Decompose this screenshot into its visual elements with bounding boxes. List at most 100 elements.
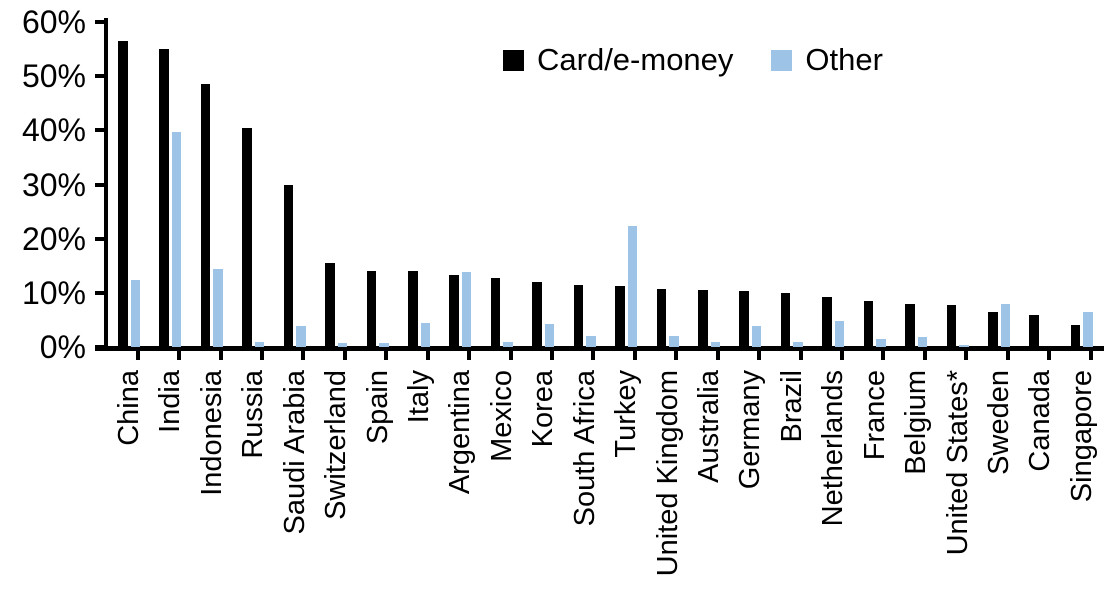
- y-tick-mark: [95, 345, 105, 349]
- x-tick-label: Turkey: [610, 370, 643, 458]
- x-tick-label: Belgium: [900, 370, 933, 475]
- x-tick-label: Indonesia: [195, 370, 228, 496]
- bar-other: [793, 341, 803, 347]
- y-tick-mark: [95, 236, 105, 241]
- bar-card: [325, 263, 335, 347]
- x-tick-label: Spain: [361, 370, 394, 445]
- bar-card: [822, 296, 832, 347]
- x-tick-label: United States*: [941, 370, 974, 556]
- x-tick-mark: [550, 351, 554, 360]
- x-tick-mark: [1005, 351, 1010, 360]
- x-tick-mark: [674, 351, 679, 360]
- bar-card: [573, 284, 584, 347]
- bar-card: [739, 290, 749, 347]
- x-tick-mark: [881, 351, 886, 360]
- bar-card: [946, 304, 957, 347]
- x-tick-mark: [301, 351, 306, 360]
- x-tick-mark: [218, 351, 223, 360]
- bar-other: [669, 336, 679, 347]
- bar-card: [200, 84, 211, 347]
- x-tick-mark: [177, 351, 182, 360]
- bar-card: [283, 184, 294, 347]
- x-tick-mark: [715, 351, 720, 360]
- x-tick-mark: [508, 351, 513, 360]
- legend-item-other: Other: [771, 44, 883, 76]
- x-tick-label: Germany: [734, 370, 767, 490]
- legend: Card/e-money Other: [503, 44, 883, 76]
- x-tick-label: Singapore: [1065, 370, 1098, 503]
- bar-card: [449, 274, 459, 347]
- x-tick-mark: [840, 351, 844, 360]
- y-tick-label: 40%: [21, 112, 86, 149]
- bar-other: [1083, 312, 1093, 347]
- y-tick-label: 30%: [21, 166, 86, 203]
- bar-other: [627, 225, 638, 347]
- bar-card: [863, 300, 874, 347]
- bar-other: [751, 325, 762, 347]
- x-tick-label: Mexico: [485, 370, 518, 462]
- bar-card: [615, 285, 625, 347]
- bar-card: [1070, 325, 1081, 347]
- bar-other: [959, 345, 969, 347]
- x-tick-mark: [259, 351, 264, 360]
- legend-label-card: Card/e-money: [537, 42, 734, 77]
- x-tick-mark: [135, 351, 140, 360]
- x-tick-label: Switzerland: [320, 370, 353, 520]
- x-tick-mark: [425, 351, 430, 360]
- y-tick-label: 50%: [21, 58, 86, 95]
- bar-card: [490, 277, 501, 347]
- bar-card: [159, 49, 169, 347]
- x-tick-mark: [384, 351, 389, 360]
- x-tick-label: Canada: [1024, 370, 1057, 472]
- y-tick-mark: [95, 290, 105, 295]
- y-tick-label: 0%: [39, 329, 86, 365]
- x-tick-label: Russia: [237, 370, 270, 459]
- bar-card: [242, 127, 252, 347]
- x-tick-label: Korea: [527, 370, 560, 448]
- x-tick-label: United Kingdom: [651, 370, 684, 577]
- x-tick-mark: [922, 351, 927, 360]
- bar-other: [503, 341, 513, 347]
- x-tick-mark: [964, 351, 969, 360]
- y-tick-mark: [95, 20, 105, 24]
- legend-item-card: Card/e-money: [503, 44, 733, 76]
- x-tick-label: Saudi Arabia: [278, 370, 311, 535]
- bar-card: [118, 40, 128, 347]
- bar-other: [710, 341, 721, 347]
- x-axis-line: [95, 346, 1104, 351]
- bar-other: [1000, 303, 1011, 347]
- x-tick-label: Sweden: [983, 370, 1016, 475]
- x-tick-mark: [632, 351, 637, 360]
- x-tick-label: Netherlands: [817, 370, 850, 527]
- bar-other: [544, 323, 555, 347]
- bar-card: [780, 292, 791, 347]
- y-tick-mark: [95, 182, 105, 187]
- x-tick-label: Brazil: [775, 370, 808, 443]
- bar-other: [254, 341, 265, 347]
- y-tick-label: 20%: [21, 220, 86, 257]
- y-tick-mark: [95, 128, 105, 133]
- y-tick-label: 60%: [21, 4, 86, 40]
- legend-swatch-other: [771, 49, 793, 71]
- bar-other: [876, 339, 886, 347]
- legend-swatch-card: [503, 49, 524, 71]
- bar-other: [420, 323, 430, 347]
- bar-card: [408, 271, 418, 347]
- y-axis-line: [104, 18, 108, 351]
- bar-card: [905, 303, 915, 347]
- bar-card: [1029, 314, 1039, 347]
- x-tick-mark: [798, 351, 803, 360]
- bar-other: [461, 272, 472, 347]
- bar-card: [656, 288, 667, 347]
- x-tick-label: India: [154, 370, 187, 433]
- x-tick-mark: [1088, 351, 1093, 360]
- y-tick-mark: [95, 74, 105, 79]
- legend-label-other: Other: [805, 42, 883, 77]
- bar-other: [171, 131, 182, 347]
- x-tick-mark: [757, 351, 762, 360]
- x-tick-mark: [467, 351, 472, 360]
- bar-card: [366, 271, 377, 347]
- bar-other: [213, 269, 223, 347]
- bar-other: [379, 342, 389, 347]
